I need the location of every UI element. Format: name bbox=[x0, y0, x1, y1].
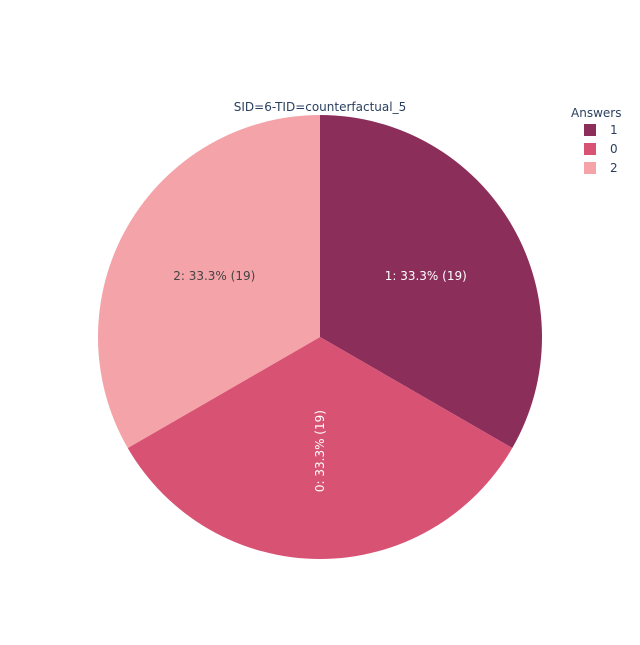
legend: Answers 1 0 2 bbox=[571, 106, 621, 175]
legend-label-2[interactable]: 2 bbox=[610, 161, 618, 175]
slice-label-1: 1: 33.3% (19) bbox=[385, 269, 467, 283]
slice-label-0: 0: 33.3% (19) bbox=[313, 410, 327, 492]
legend-items: 1 0 2 bbox=[584, 123, 618, 175]
chart-title: SID=6-TID=counterfactual_5 bbox=[234, 100, 406, 114]
pie-slice-labels: 1: 33.3% (19) 0: 33.3% (19) 2: 33.3% (19) bbox=[173, 269, 467, 492]
legend-label-1[interactable]: 1 bbox=[610, 123, 618, 137]
legend-title: Answers bbox=[571, 106, 621, 120]
legend-label-0[interactable]: 0 bbox=[610, 142, 618, 156]
legend-swatch-1[interactable] bbox=[584, 124, 596, 136]
pie-slice-2 bbox=[98, 115, 321, 448]
pie-slices bbox=[98, 115, 542, 559]
pie-slice-1 bbox=[320, 115, 542, 448]
legend-swatch-2[interactable] bbox=[584, 162, 596, 174]
legend-swatch-0[interactable] bbox=[584, 143, 596, 155]
slice-label-2: 2: 33.3% (19) bbox=[173, 269, 255, 283]
